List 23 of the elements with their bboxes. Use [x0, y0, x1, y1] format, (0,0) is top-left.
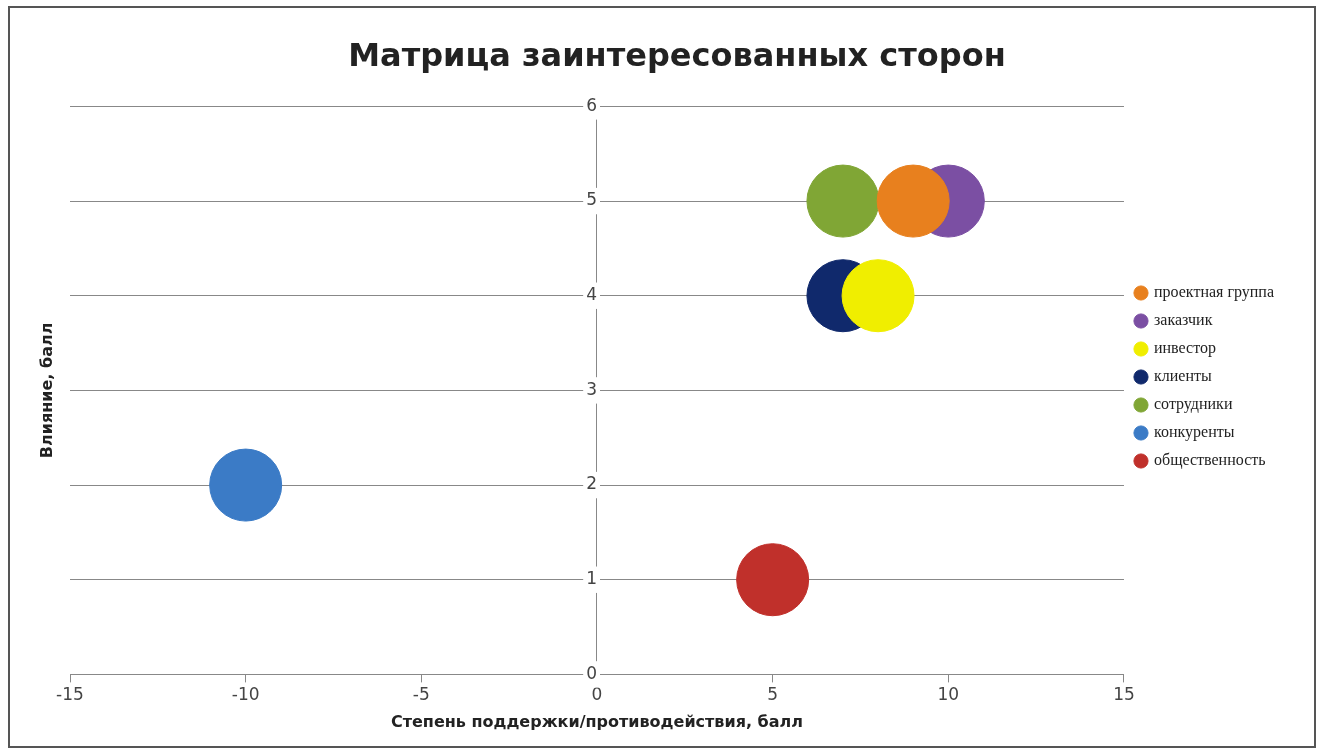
y-tick-label: 5 — [586, 189, 597, 210]
legend-label: инвестор — [1153, 339, 1216, 358]
y-tick-label: 3 — [586, 378, 597, 399]
x-tick-label: 5 — [767, 684, 779, 705]
x-axis-title: Степень поддержки/противодействия, балл — [390, 711, 804, 731]
y-axis-title: Влияние, балл — [37, 322, 57, 459]
legend-label: клиенты — [1153, 367, 1212, 385]
legend-label: сотрудники — [1153, 395, 1233, 414]
y-tick-label: 6 — [586, 94, 597, 115]
legend-label: заказчик — [1153, 311, 1213, 329]
x-tick-label: -15 — [56, 684, 84, 705]
x-tick-label: 15 — [1113, 684, 1135, 705]
y-tick-label: 1 — [586, 568, 597, 589]
y-tick-label: 2 — [586, 473, 597, 494]
x-tick-label: -5 — [412, 684, 430, 705]
x-tick-label: -10 — [231, 684, 260, 705]
legend-label: конкуренты — [1153, 423, 1235, 442]
legend-label: общественность — [1153, 451, 1266, 470]
x-tick-label: 10 — [937, 684, 960, 705]
y-tick-label: 0 — [586, 662, 597, 683]
chart-title: Матрица заинтересованных сторон — [348, 35, 1006, 74]
y-tick-label: 4 — [586, 284, 597, 305]
legend-label: проектная группа — [1153, 283, 1274, 302]
